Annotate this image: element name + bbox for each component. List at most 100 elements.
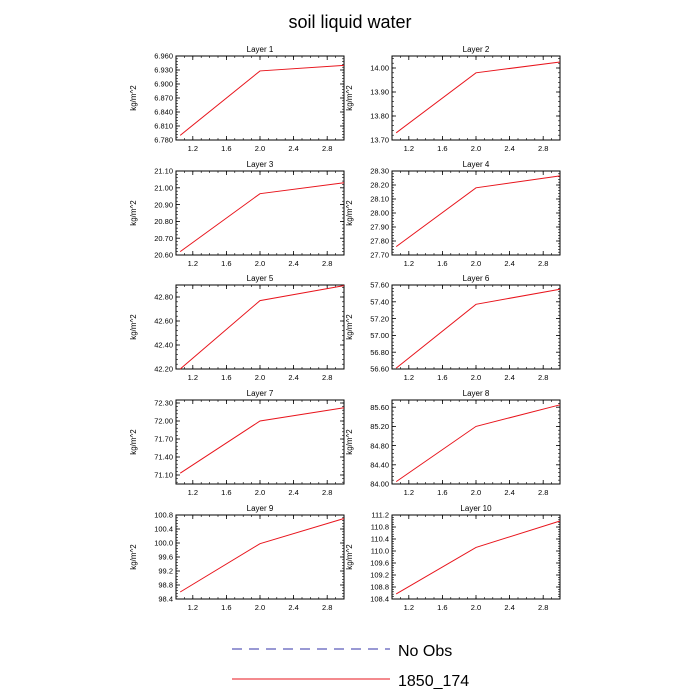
y-tick-label: 100.4 (154, 525, 173, 534)
panel-layer-7: Layer 7 kg/m^2 1.2 1.6 2.0 2.4 2.8 71.10 71.40 71… (129, 389, 345, 497)
y-tick-label: 6.960 (154, 52, 173, 61)
y-tick-label: 20.80 (154, 217, 173, 226)
y-tick-label: 21.10 (154, 167, 173, 176)
y-axis-label: kg/m^2 (345, 544, 354, 570)
y-axis-label: kg/m^2 (129, 429, 138, 455)
x-tick-label: 2.4 (288, 488, 298, 497)
x-tick-label: 2.0 (471, 373, 481, 382)
panel-title: Layer 5 (247, 274, 274, 283)
y-tick-label: 85.20 (370, 422, 389, 431)
y-tick-label: 6.870 (154, 94, 173, 103)
x-tick-label: 2.8 (538, 144, 548, 153)
x-tick-label: 2.4 (288, 373, 298, 382)
figure-title: soil liquid water (288, 12, 411, 32)
series-line-1850-174 (179, 285, 345, 370)
x-tick-label: 1.2 (188, 259, 198, 268)
plot-frame (391, 284, 561, 370)
series-line-1850-174 (395, 61, 561, 134)
x-tick-label: 1.6 (221, 603, 231, 612)
y-axis-label: kg/m^2 (129, 200, 138, 226)
plot-frame (391, 514, 561, 600)
legend-label-no-obs: No Obs (398, 643, 452, 660)
y-tick-label: 27.90 (370, 223, 389, 232)
y-tick-label: 13.80 (370, 112, 389, 121)
y-tick-label: 6.840 (154, 108, 173, 117)
panel-layer-6: Layer 6 kg/m^2 1.2 1.6 2.0 2.4 2.8 56.60 56.80 57… (345, 274, 561, 382)
y-tick-label: 57.60 (370, 281, 389, 290)
plot-frame (391, 55, 561, 141)
y-tick-label: 84.80 (370, 441, 389, 450)
y-tick-label: 42.60 (154, 317, 173, 326)
y-tick-label: 6.780 (154, 136, 173, 145)
y-tick-label: 85.60 (370, 403, 389, 412)
x-tick-label: 1.2 (188, 488, 198, 497)
y-axis-label: kg/m^2 (345, 200, 354, 226)
y-tick-label: 57.40 (370, 298, 389, 307)
y-tick-label: 72.30 (154, 399, 173, 408)
panel-title: Layer 1 (247, 45, 274, 54)
x-tick-label: 1.6 (437, 259, 447, 268)
y-tick-label: 21.00 (154, 184, 173, 193)
plot-frame (175, 514, 345, 600)
y-axis-label: kg/m^2 (345, 314, 354, 340)
y-tick-label: 110.8 (371, 523, 389, 532)
x-tick-label: 1.2 (404, 144, 414, 153)
series-line-1850-174 (179, 518, 345, 593)
y-axis-label: kg/m^2 (129, 85, 138, 111)
x-tick-label: 1.2 (404, 488, 414, 497)
panel-layer-8: Layer 8 kg/m^2 1.2 1.6 2.0 2.4 2.8 84.00 84.40 84… (345, 389, 561, 497)
panel-title: Layer 3 (247, 160, 274, 169)
y-tick-label: 28.20 (370, 181, 389, 190)
y-tick-label: 109.6 (370, 559, 389, 568)
x-tick-label: 2.0 (471, 144, 481, 153)
x-tick-label: 2.8 (322, 488, 332, 497)
x-tick-label: 2.8 (322, 144, 332, 153)
panel-layer-9: Layer 9 kg/m^2 1.2 1.6 2.0 2.4 2.8 98.4 98.8 99.2… (129, 504, 345, 612)
x-tick-label: 2.0 (471, 488, 481, 497)
y-tick-label: 28.00 (370, 209, 389, 218)
x-tick-label: 1.2 (188, 373, 198, 382)
y-tick-label: 42.20 (154, 365, 173, 374)
x-tick-label: 1.6 (221, 488, 231, 497)
x-tick-label: 2.4 (288, 144, 298, 153)
x-tick-label: 2.8 (538, 488, 548, 497)
y-tick-label: 28.30 (370, 167, 389, 176)
x-tick-label: 1.6 (221, 144, 231, 153)
y-tick-label: 20.90 (154, 200, 173, 209)
x-tick-label: 1.6 (221, 373, 231, 382)
series-line-1850-174 (395, 520, 561, 595)
y-tick-label: 84.40 (370, 461, 389, 470)
x-tick-label: 2.4 (288, 603, 298, 612)
y-tick-label: 71.10 (154, 471, 173, 480)
x-tick-label: 1.6 (437, 144, 447, 153)
y-tick-label: 110.4 (371, 535, 389, 544)
y-tick-label: 57.20 (370, 314, 389, 323)
x-tick-label: 1.2 (404, 373, 414, 382)
y-tick-label: 71.40 (154, 453, 173, 462)
plot-frame (175, 284, 345, 370)
panel-grid: Layer 1 kg/m^2 1.2 1.6 2.0 2.4 2.8 6.780 6.810 6.… (129, 45, 561, 612)
x-tick-label: 2.8 (538, 373, 548, 382)
y-tick-label: 6.810 (154, 122, 173, 131)
series-line-1850-174 (179, 407, 345, 474)
y-axis-label: kg/m^2 (129, 544, 138, 570)
plot-frame (175, 170, 345, 256)
y-axis-label: kg/m^2 (129, 314, 138, 340)
y-tick-label: 27.80 (370, 237, 389, 246)
x-tick-label: 2.8 (538, 603, 548, 612)
x-tick-label: 2.0 (255, 144, 265, 153)
series-line-1850-174 (395, 404, 561, 483)
x-tick-label: 1.6 (221, 259, 231, 268)
legend: No Obs 1850_174 (232, 643, 469, 690)
x-tick-label: 1.6 (437, 603, 447, 612)
y-tick-label: 42.40 (154, 341, 173, 350)
panel-layer-10: Layer 10 kg/m^2 1.2 1.6 2.0 2.4 2.8 108.4 108.8 1… (345, 504, 561, 612)
y-tick-label: 111.2 (371, 511, 389, 520)
y-tick-label: 57.00 (370, 331, 389, 340)
y-tick-label: 100.8 (154, 511, 173, 520)
series-line-1850-174 (395, 288, 561, 369)
x-tick-label: 2.0 (255, 488, 265, 497)
x-tick-label: 2.4 (504, 259, 514, 268)
y-tick-label: 108.8 (370, 583, 389, 592)
